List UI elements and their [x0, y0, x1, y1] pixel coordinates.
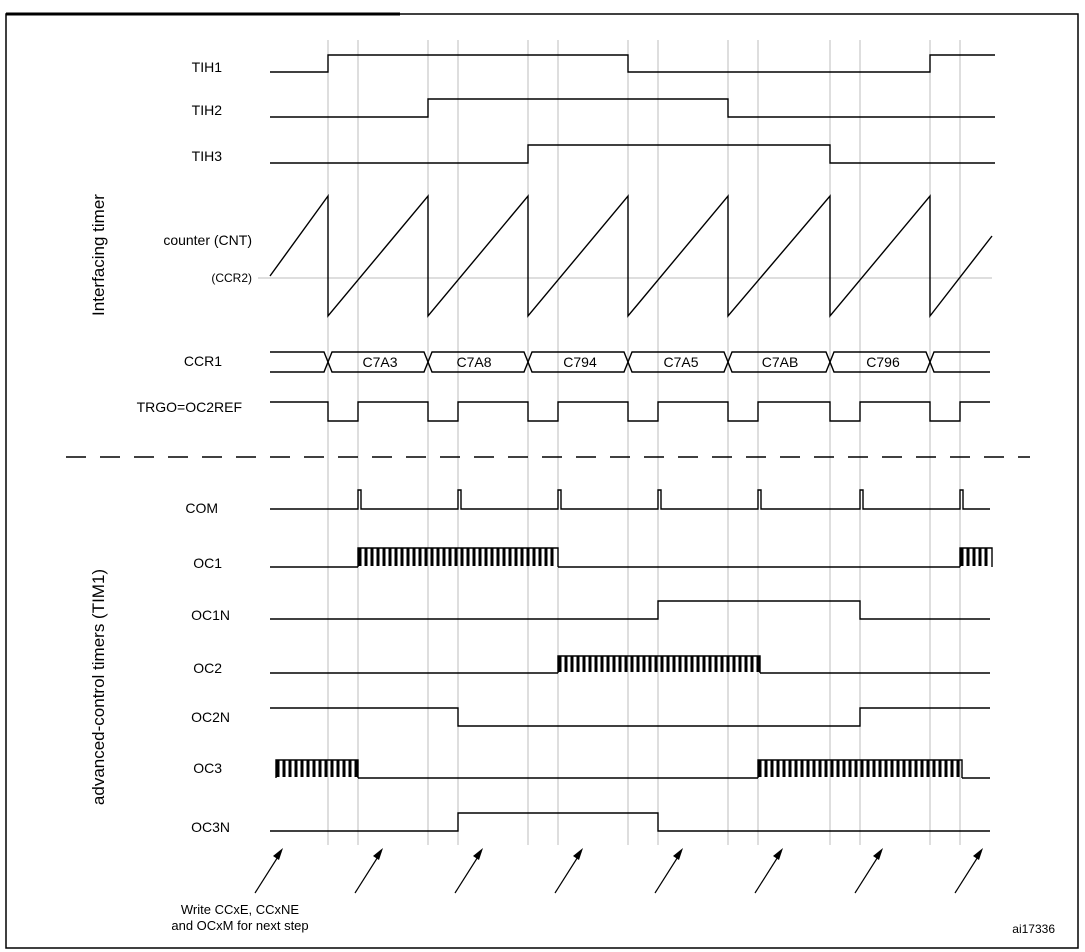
group-label-interfacing: Interfacing timer [89, 194, 108, 316]
write-arrows [254, 848, 983, 894]
wave-oc2-pwm-pulses [558, 656, 760, 672]
write-arrow-shaft-5 [654, 851, 682, 894]
label-oc3n: OC3N [191, 819, 230, 835]
label-tih1: TIH1 [192, 59, 223, 75]
label-oc1: OC1 [193, 555, 222, 571]
group-label-advanced: advanced-control timers (TIM1) [89, 569, 108, 805]
wave-oc2n [270, 707, 990, 727]
write-arrow-head-5 [673, 848, 683, 860]
write-arrow-head-4 [573, 848, 583, 860]
label-tih2: TIH2 [192, 102, 223, 118]
write-arrow-head-1 [273, 848, 283, 860]
ccr1-value-4: C7A5 [663, 354, 698, 370]
ccr1-value-6: C796 [866, 354, 900, 370]
wave-oc1n [270, 600, 990, 620]
write-arrow-shaft-6 [754, 851, 782, 894]
label-oc2n: OC2N [191, 709, 230, 725]
label-oc3: OC3 [193, 760, 222, 776]
figure-border [5, 13, 1079, 949]
label-tih3: TIH3 [192, 148, 223, 164]
wave-oc1-pwm-a-pulses [358, 548, 554, 566]
label-com: COM [185, 500, 218, 516]
note-line-2: and OCxM for next step [171, 918, 308, 933]
ccr1-value-5: C7AB [762, 354, 799, 370]
write-arrow-shaft-8 [954, 851, 982, 894]
wave-oc2-pwm-outline [557, 655, 761, 673]
write-arrow-head-2 [373, 848, 383, 860]
write-arrow-head-3 [473, 848, 483, 860]
wave-oc1-pwm-a-outline [357, 547, 559, 567]
write-arrow-shaft-7 [854, 851, 882, 894]
write-arrow-head-7 [873, 848, 883, 860]
wave-oc3-pwm-b-pulses [758, 760, 960, 777]
waveforms [258, 54, 995, 832]
wave-oc3-pwm-a-pulses [276, 760, 358, 777]
write-arrow-shaft-3 [454, 851, 482, 894]
ccr1-value-3: C794 [563, 354, 597, 370]
ccr1-value-2: C7A8 [456, 354, 491, 370]
note-line-1: Write CCxE, CCxNE [181, 902, 300, 917]
write-arrow-shaft-1 [254, 851, 282, 894]
wave-tih3 [270, 144, 995, 164]
write-arrow-shaft-2 [354, 851, 382, 894]
label-ccr2: (CCR2) [211, 271, 252, 285]
gridlines [327, 40, 961, 845]
wave-oc1-pwm-b-outline [959, 547, 993, 567]
figure-code: ai17336 [1012, 922, 1055, 936]
write-arrow-head-8 [973, 848, 983, 860]
wave-oc3-pwm-b-outline [757, 759, 963, 778]
label-trgo: TRGO=OC2REF [137, 399, 242, 415]
label-ccr1: CCR1 [184, 353, 222, 369]
label-oc2: OC2 [193, 660, 222, 676]
wave-oc3n [270, 812, 990, 832]
wave-oc3-pwm-a-outline [275, 759, 359, 778]
ccr1-value-1: C7A3 [362, 354, 397, 370]
wave-tih2 [270, 98, 995, 118]
write-arrow-head-6 [773, 848, 783, 860]
wave-tih1 [270, 54, 995, 73]
label-oc1n: OC1N [191, 607, 230, 623]
label-counter: counter (CNT) [163, 232, 252, 248]
wave-trgo [270, 401, 990, 422]
write-arrow-shaft-4 [554, 851, 582, 894]
wave-com [270, 489, 990, 510]
wave-counter-sawtooth [269, 193, 993, 319]
bus-ccr1-bottom [270, 360, 990, 373]
wave-oc1-pwm-b-pulses [960, 548, 988, 566]
